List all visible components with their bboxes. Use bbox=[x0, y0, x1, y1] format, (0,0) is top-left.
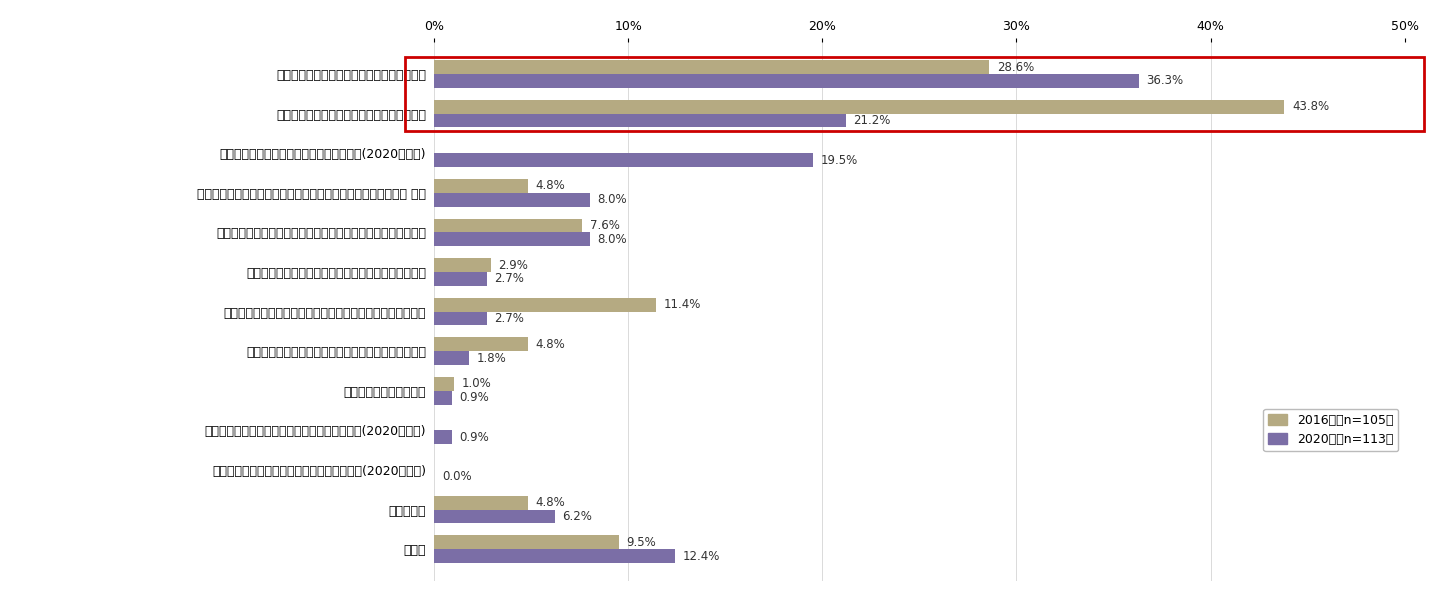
Bar bbox=[434, 338, 527, 351]
Bar bbox=[434, 351, 469, 365]
Text: 4.8%: 4.8% bbox=[536, 496, 565, 509]
Text: 11.4%: 11.4% bbox=[663, 298, 701, 311]
Bar bbox=[434, 549, 675, 563]
Bar bbox=[434, 193, 589, 207]
Text: 36.3%: 36.3% bbox=[1147, 74, 1183, 88]
Text: 6.2%: 6.2% bbox=[562, 510, 592, 523]
Bar bbox=[434, 100, 1284, 114]
Bar bbox=[434, 179, 527, 193]
Text: 2.7%: 2.7% bbox=[495, 312, 524, 325]
Bar bbox=[434, 60, 989, 74]
Text: 4.8%: 4.8% bbox=[536, 179, 565, 192]
Bar bbox=[434, 74, 1138, 88]
Bar bbox=[434, 258, 491, 272]
Bar bbox=[434, 153, 812, 167]
Bar bbox=[434, 114, 846, 128]
Bar bbox=[434, 312, 487, 325]
Text: 12.4%: 12.4% bbox=[683, 549, 720, 563]
Text: 9.5%: 9.5% bbox=[627, 535, 656, 549]
Bar bbox=[434, 298, 656, 312]
Bar bbox=[434, 391, 452, 405]
Bar bbox=[434, 430, 452, 444]
Bar bbox=[434, 232, 589, 246]
Text: 0.0%: 0.0% bbox=[442, 470, 472, 483]
Bar bbox=[434, 218, 582, 232]
Text: 8.0%: 8.0% bbox=[598, 233, 627, 246]
Text: 2.9%: 2.9% bbox=[498, 258, 529, 272]
Text: 1.0%: 1.0% bbox=[462, 378, 491, 390]
Text: 7.6%: 7.6% bbox=[589, 219, 620, 232]
Text: 0.9%: 0.9% bbox=[459, 391, 489, 404]
Bar bbox=[434, 535, 618, 549]
Text: 0.9%: 0.9% bbox=[459, 431, 489, 444]
Text: 21.2%: 21.2% bbox=[853, 114, 891, 127]
Bar bbox=[434, 495, 527, 509]
Text: 8.0%: 8.0% bbox=[598, 193, 627, 206]
Bar bbox=[434, 377, 453, 391]
Text: 19.5%: 19.5% bbox=[821, 154, 857, 166]
Bar bbox=[434, 272, 487, 286]
Text: 28.6%: 28.6% bbox=[998, 60, 1034, 74]
Bar bbox=[434, 509, 555, 523]
Text: 2.7%: 2.7% bbox=[495, 272, 524, 286]
Legend: 2016年（n=105）, 2020年（n=113）: 2016年（n=105）, 2020年（n=113） bbox=[1263, 409, 1399, 451]
Text: 43.8%: 43.8% bbox=[1292, 100, 1329, 113]
Text: 1.8%: 1.8% bbox=[476, 352, 507, 365]
Text: 4.8%: 4.8% bbox=[536, 338, 565, 351]
